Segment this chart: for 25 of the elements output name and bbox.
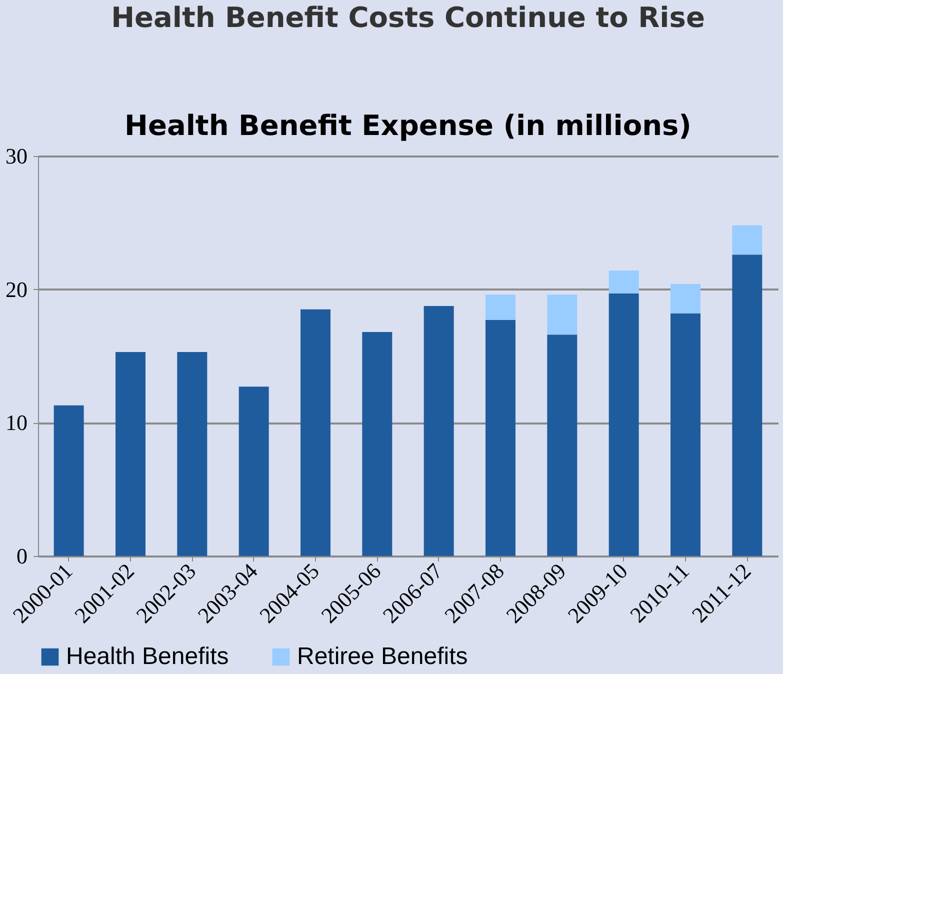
y-tick-label: 20 [6,276,28,302]
bar [177,352,208,556]
bar [362,332,392,556]
y-tick-label: 30 [6,144,28,168]
bar [608,293,639,556]
legend-label: Retiree Benefits [297,643,468,670]
legend-label: Health Benefits [66,643,229,670]
bar [54,405,84,556]
bar [608,270,639,294]
chart-title: Health Benefit Costs Continue to Rise [111,1,705,34]
bar [670,284,700,314]
y-tick-label: 0 [16,544,28,568]
bar [732,225,762,255]
bar [670,313,700,556]
bar [238,386,269,556]
chart-subtitle: Health Benefit Expense (in millions) [124,109,692,142]
bar [424,306,454,556]
bar [732,254,762,556]
bar [116,352,146,556]
bar [547,334,578,556]
y-tick-label: 10 [6,410,28,436]
bar [547,294,578,335]
bar [486,294,516,320]
bar [300,309,330,556]
bar [486,320,516,556]
